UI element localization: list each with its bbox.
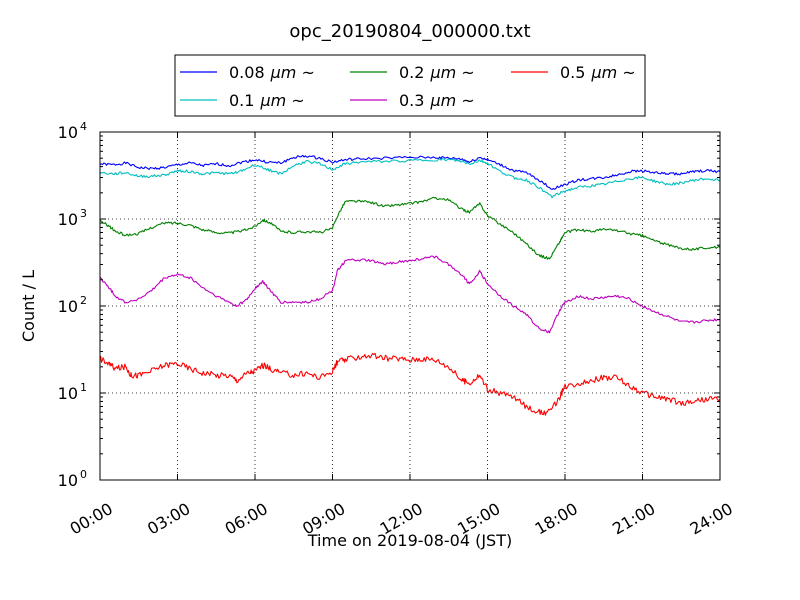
y-tick-base: 10 bbox=[58, 384, 78, 403]
y-tick-exponent: 2 bbox=[80, 294, 87, 307]
legend-series-name: 0.2 bbox=[399, 63, 424, 82]
y-tick-label: 10 bbox=[58, 210, 78, 229]
x-tick-label: 21:00 bbox=[609, 499, 658, 539]
y-tick-label: 10 bbox=[58, 297, 78, 316]
legend-unit: μm ~ bbox=[270, 63, 315, 82]
y-axis-label: Count / L bbox=[19, 270, 38, 342]
y-tick-base: 10 bbox=[58, 297, 78, 316]
legend-unit: μm ~ bbox=[590, 63, 635, 82]
axis-ticks: 00:00 03:00 06:00 09:00 12:00 15:00 18:00 21:00… bbox=[58, 120, 736, 539]
y-tick-label: 10 bbox=[58, 384, 78, 403]
y-tick-label: 10 bbox=[58, 123, 78, 142]
y-tick-base: 10 bbox=[58, 123, 78, 142]
x-tick-label: 00:00 bbox=[67, 499, 116, 539]
series-line-0.3 bbox=[99, 255, 721, 334]
legend-label: 0.3 μm ~ bbox=[399, 91, 475, 110]
x-tick-label: 03:00 bbox=[144, 499, 193, 539]
legend-series-name: 0.1 bbox=[229, 91, 254, 110]
legend-frame bbox=[174, 54, 646, 117]
y-tick-exponent: 1 bbox=[80, 381, 87, 394]
legend-label: 0.1 μm ~ bbox=[229, 91, 305, 110]
y-tick-exponent: 3 bbox=[80, 207, 87, 220]
series-line-0.08 bbox=[99, 154, 721, 190]
legend: 0.08 μm ~ 0.1 μm ~ 0.2 μm ~ 0.3 μm ~ 0.5 μm ~ bbox=[174, 54, 646, 117]
series-line-0.2 bbox=[99, 196, 721, 260]
y-tick-exponent: 0 bbox=[80, 468, 87, 481]
y-tick-base: 10 bbox=[58, 471, 78, 490]
x-tick-label: 18:00 bbox=[532, 499, 581, 539]
series-line-0.5 bbox=[99, 352, 721, 416]
series-line-0.1 bbox=[99, 158, 721, 199]
legend-series-name: 0.08 bbox=[229, 63, 265, 82]
legend-series-name: 0.5 bbox=[560, 63, 585, 82]
legend-unit: μm ~ bbox=[429, 91, 474, 110]
legend-label: 0.2 μm ~ bbox=[399, 63, 475, 82]
y-tick-label: 10 bbox=[58, 471, 78, 490]
chart-title: opc_20190804_000000.txt bbox=[289, 21, 530, 42]
plot-area bbox=[99, 154, 721, 416]
legend-series-name: 0.3 bbox=[399, 91, 424, 110]
legend-unit: μm ~ bbox=[429, 63, 474, 82]
legend-unit: μm ~ bbox=[259, 91, 304, 110]
legend-label: 0.5 μm ~ bbox=[560, 63, 636, 82]
y-tick-exponent: 4 bbox=[80, 120, 87, 133]
x-axis-label: Time on 2019-08-04 (JST) bbox=[307, 531, 512, 550]
x-tick-label: 06:00 bbox=[222, 499, 271, 539]
legend-label: 0.08 μm ~ bbox=[229, 63, 315, 82]
x-tick-label: 24:00 bbox=[687, 499, 736, 539]
grid bbox=[100, 132, 720, 480]
y-tick-base: 10 bbox=[58, 210, 78, 229]
